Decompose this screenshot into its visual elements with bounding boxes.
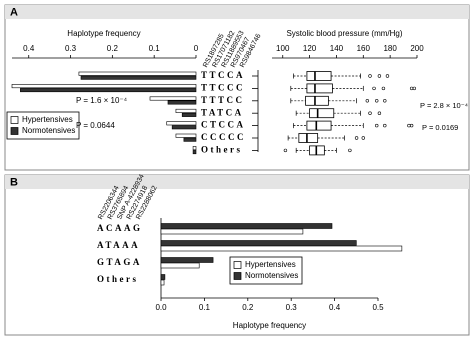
outlier <box>409 123 414 128</box>
panel-header <box>5 5 469 19</box>
legend-label: Normotensives <box>22 126 75 135</box>
legend-label: Hypertensives <box>22 115 73 124</box>
bar <box>80 75 197 80</box>
legend-label: Normotensives <box>245 271 298 280</box>
axis-title: Haplotype frequency <box>67 29 140 38</box>
x-tick-label: 0.3 <box>65 44 77 53</box>
x-tick-label: 180 <box>383 44 397 53</box>
bar <box>183 137 197 142</box>
outlier <box>377 111 382 115</box>
x-tick-label: 0.1 <box>199 303 211 312</box>
x-tick-label: 0.3 <box>286 303 298 312</box>
annotation: P = 0.0169 <box>422 123 458 132</box>
haplotype-label: GTAGA <box>97 257 142 267</box>
haplotype-label: Others <box>201 144 243 154</box>
x-tick-label: 120 <box>303 44 317 53</box>
axis-title: Systolic blood pressure (mm/Hg) <box>286 29 402 38</box>
bar <box>160 223 333 229</box>
x-tick-label: 0.0 <box>155 303 167 312</box>
box <box>298 133 319 143</box>
x-tick-label: 200 <box>410 44 424 53</box>
haplotype-label: TTTCC <box>201 95 245 105</box>
legend-label: Hypertensives <box>245 260 296 269</box>
bar <box>181 112 197 117</box>
haplotype-label: ACAAG <box>97 223 143 233</box>
bar <box>160 274 166 280</box>
bar <box>160 240 357 246</box>
x-tick-label: 0.4 <box>329 303 341 312</box>
x-tick-label: 0 <box>194 44 199 53</box>
box <box>306 120 332 131</box>
outlier <box>375 123 379 128</box>
bar <box>160 279 165 286</box>
outlier <box>412 86 417 91</box>
legend-box <box>229 256 303 285</box>
outlier <box>383 99 387 103</box>
bar <box>171 125 197 130</box>
legend-swatch <box>10 127 19 135</box>
bar <box>192 146 197 151</box>
bar <box>160 262 200 269</box>
bar <box>160 245 403 252</box>
bar <box>20 88 197 93</box>
legend-box <box>6 111 80 140</box>
outlier <box>368 74 372 78</box>
x-tick-label: 0.4 <box>23 44 35 53</box>
bar <box>149 96 197 101</box>
bar <box>11 84 197 89</box>
outlier <box>375 99 379 103</box>
box <box>306 83 333 94</box>
outlier <box>409 86 414 91</box>
panel-header <box>5 175 469 189</box>
outlier <box>368 111 372 115</box>
x-tick-label: 100 <box>276 44 290 53</box>
box <box>305 95 329 106</box>
haplotype-label: ATAAA <box>97 240 140 250</box>
bar <box>167 100 197 105</box>
outlier <box>283 148 288 153</box>
outlier <box>348 148 352 153</box>
outlier <box>383 123 387 128</box>
haplotype-label: Others <box>97 274 139 284</box>
bar <box>166 121 197 126</box>
panel-label: B <box>10 176 18 188</box>
bar <box>160 257 214 263</box>
x-tick-label: 0.1 <box>149 44 161 53</box>
box <box>309 108 335 119</box>
annotation: P = 2.8 × 10⁻⁴ <box>420 101 468 110</box>
outlier <box>354 136 359 140</box>
haplotype-label: CTCCA <box>201 120 246 130</box>
haplotype-label: TTCCC <box>201 82 245 92</box>
annotation: P = 1.6 × 10⁻⁴ <box>76 96 128 105</box>
panel-frame <box>4 174 470 336</box>
box <box>306 71 332 81</box>
x-tick-label: 160 <box>357 44 371 53</box>
haplotype-label: TTCCA <box>201 70 245 80</box>
outlier <box>372 86 376 91</box>
annotation: P = 0.0644 <box>76 121 115 130</box>
outlier <box>407 123 411 128</box>
bar <box>160 228 304 235</box>
bar <box>192 150 197 155</box>
x-tick-label: 0.5 <box>372 303 384 312</box>
legend-swatch <box>10 116 19 124</box>
haplotype-label: TATCA <box>201 107 244 117</box>
outlier <box>365 99 370 103</box>
outlier <box>385 74 390 78</box>
panel-label: A <box>10 6 18 18</box>
outlier <box>381 86 386 91</box>
x-tick-label: 0.2 <box>242 303 254 312</box>
outlier <box>361 136 365 140</box>
legend-swatch <box>233 261 242 269</box>
bar <box>175 133 197 138</box>
bar <box>175 108 197 113</box>
bar <box>78 71 197 76</box>
axis-title: Haplotype frequency <box>233 321 306 330</box>
outlier <box>377 74 382 78</box>
x-tick-label: 0.2 <box>107 44 119 53</box>
legend-swatch <box>233 272 242 280</box>
x-tick-label: 140 <box>330 44 344 53</box>
haplotype-label: CCCCC <box>201 132 246 142</box>
